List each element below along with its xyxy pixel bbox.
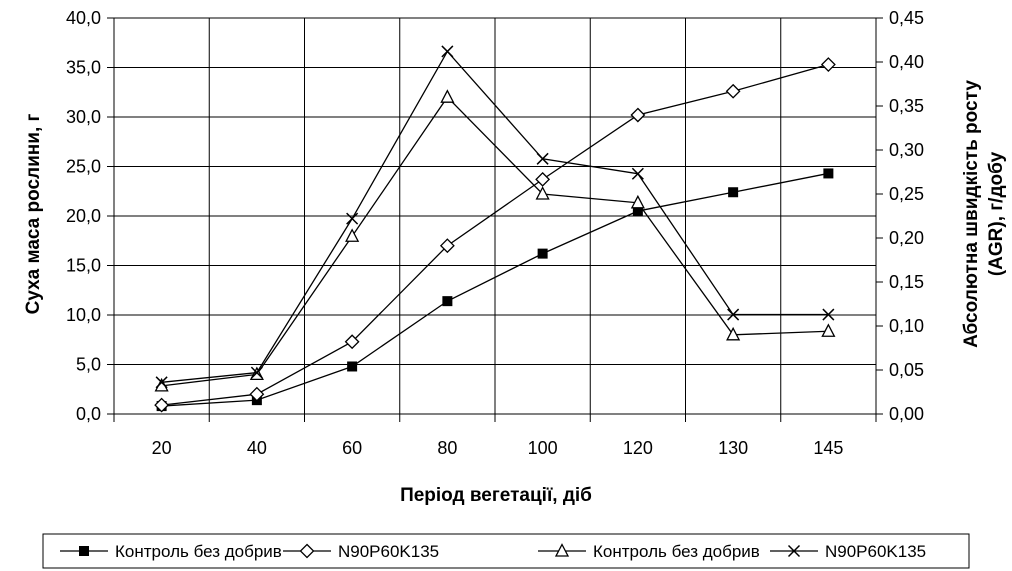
legend-item: Контроль без добрив <box>60 542 282 561</box>
x-tick-label: 120 <box>623 438 653 458</box>
y-left-tick-label: 20,0 <box>66 206 101 226</box>
marker-filled-square <box>823 168 834 179</box>
y-right-tick-label: 0,25 <box>889 184 924 204</box>
x-tick-label: 20 <box>152 438 172 458</box>
legend-label: Контроль без добрив <box>593 542 760 561</box>
marker-filled-square <box>537 248 548 259</box>
plot-area-border <box>113 17 877 415</box>
marker-open-diamond <box>299 543 315 559</box>
marker-filled-square <box>632 206 643 217</box>
marker-open-diamond <box>725 83 741 99</box>
marker-cross <box>250 366 263 379</box>
x-axis-title: Період вегетації, діб <box>400 485 592 506</box>
x-tick-label: 145 <box>813 438 843 458</box>
series-line <box>161 172 829 407</box>
series-line <box>161 63 829 406</box>
marker-open-triangle <box>535 186 550 200</box>
marker-open-triangle <box>345 228 360 242</box>
marker-cross <box>536 152 549 165</box>
marker-open-diamond <box>630 107 646 123</box>
y-axis-right-title-line2: (AGR), г/добу <box>986 151 1007 276</box>
marker-cross <box>787 544 801 558</box>
marker-cross <box>727 308 740 321</box>
y-right-tick-label: 0,30 <box>889 140 924 160</box>
x-tick-label: 40 <box>247 438 267 458</box>
y-left-tick-label: 40,0 <box>66 8 101 28</box>
marker-open-diamond <box>535 171 551 187</box>
legend-label: N90P60K135 <box>338 542 439 561</box>
y-right-tick-label: 0,40 <box>889 52 924 72</box>
marker-cross <box>441 45 454 58</box>
y-left-tick-label: 35,0 <box>66 58 101 78</box>
marker-filled-square <box>442 296 453 307</box>
grid <box>114 17 876 414</box>
marker-filled-square <box>79 546 89 556</box>
series-4 <box>155 45 835 389</box>
y-right-tick-label: 0,15 <box>889 272 924 292</box>
y-left-tick-label: 5,0 <box>76 355 101 375</box>
marker-open-diamond <box>249 386 265 402</box>
marker-open-triangle <box>554 543 570 557</box>
x-tick-label: 100 <box>528 438 558 458</box>
marker-open-diamond <box>154 397 170 413</box>
marker-open-triangle <box>440 89 455 103</box>
marker-filled-square <box>347 361 358 372</box>
y-right-tick-label: 0,35 <box>889 96 924 116</box>
series-line <box>161 96 829 387</box>
y-right-tick-label: 0,45 <box>889 8 924 28</box>
y-left-tick-label: 15,0 <box>66 256 101 276</box>
marker-open-diamond <box>439 238 455 254</box>
series-layer <box>154 45 836 413</box>
y-left-tick-label: 25,0 <box>66 157 101 177</box>
x-tick-label: 60 <box>342 438 362 458</box>
y-right-tick-label: 0,00 <box>889 404 924 424</box>
marker-open-diamond <box>344 334 360 350</box>
marker-cross <box>631 167 644 180</box>
marker-cross <box>822 308 835 321</box>
axes: 0,0 5,0 10,0 15,0 20,0 25,0 30,0 35,0 40,0 0,00 0,… <box>66 8 924 458</box>
series-line <box>161 50 829 383</box>
legend-label: N90P60K135 <box>825 542 926 561</box>
marker-open-triangle <box>630 194 645 209</box>
y-left-tick-label: 30,0 <box>66 107 101 127</box>
y-axis-right-title-line1: Абсолютна швидкість росту <box>961 80 982 348</box>
y-right-tick-label: 0,05 <box>889 360 924 380</box>
y-axis-left-title: Суха маса рослини, г <box>23 113 44 314</box>
legend-item: N90P60K135 <box>770 542 926 561</box>
y-right-tick-label: 0,20 <box>889 228 924 248</box>
y-left-tick-label: 10,0 <box>66 305 101 325</box>
marker-open-triangle <box>821 323 836 337</box>
marker-open-diamond <box>820 57 836 72</box>
marker-filled-square <box>728 187 739 198</box>
marker-open-triangle <box>726 326 741 341</box>
marker-cross <box>155 376 168 389</box>
y-left-tick-label: 0,0 <box>76 404 101 424</box>
legend-item: Контроль без добрив <box>538 542 760 561</box>
series-2 <box>154 57 836 413</box>
marker-cross <box>346 212 359 225</box>
x-tick-label: 80 <box>437 438 457 458</box>
legend: Контроль без добрив N90P60K135 Контроль бе… <box>60 542 926 561</box>
x-tick-label: 130 <box>718 438 748 458</box>
y-right-tick-label: 0,10 <box>889 316 924 336</box>
legend-label: Контроль без добрив <box>115 542 282 561</box>
legend-item: N90P60K135 <box>283 542 439 561</box>
